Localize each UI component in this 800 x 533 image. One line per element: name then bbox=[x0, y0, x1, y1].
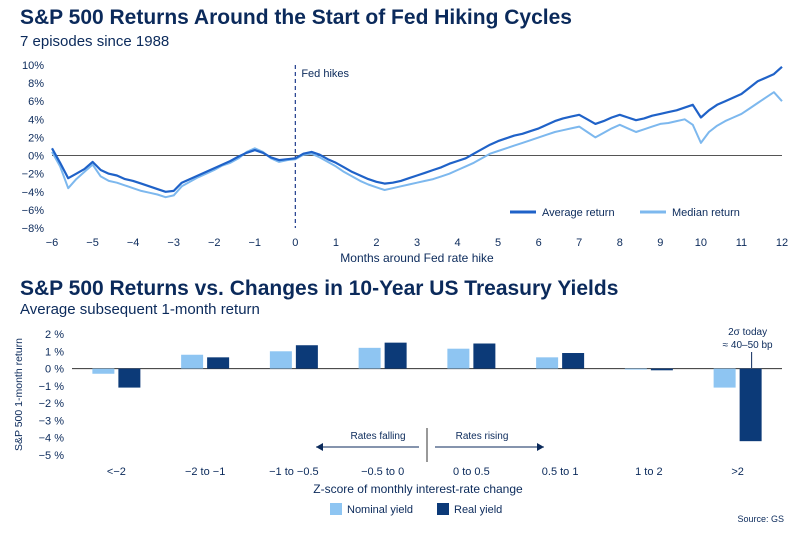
x-tick-label: −2 bbox=[208, 237, 221, 249]
x-tick-label: −1 to −0.5 bbox=[269, 466, 319, 478]
x-tick-label: −6 bbox=[46, 237, 59, 249]
y-tick-label: 2% bbox=[28, 132, 44, 144]
y-tick-label: 8% bbox=[28, 78, 44, 90]
bar-nominal bbox=[447, 348, 470, 369]
y-tick-label: −4% bbox=[22, 187, 45, 199]
series-median-line bbox=[51, 91, 783, 199]
legend: Nominal yield Real yield bbox=[330, 503, 502, 516]
x-tick-label: 11 bbox=[736, 237, 747, 249]
x-tick-label: 2 bbox=[373, 237, 379, 249]
bar-real bbox=[650, 368, 673, 371]
x-tick-label: 4 bbox=[454, 237, 460, 249]
x-tick-label: −4 bbox=[127, 237, 140, 249]
x-tick-label: 9 bbox=[657, 237, 663, 249]
y-tick-label: 2 % bbox=[45, 329, 64, 341]
x-tick-label: 1 bbox=[333, 237, 339, 249]
y-tick-label: −6% bbox=[22, 205, 45, 217]
bar-real bbox=[384, 342, 407, 369]
legend-label-average: Average return bbox=[542, 207, 615, 219]
x-tick-label: 0 bbox=[292, 237, 298, 249]
arrow-head-left bbox=[316, 443, 323, 451]
bar-real bbox=[118, 368, 141, 388]
bar-real bbox=[295, 345, 318, 369]
x-tick-label: 0.5 to 1 bbox=[542, 466, 579, 478]
x-tick-label: 1 to 2 bbox=[635, 466, 663, 478]
bar-nominal bbox=[624, 368, 647, 370]
x-tick-label: 0 to 0.5 bbox=[453, 466, 490, 478]
y-tick-label: −1 % bbox=[39, 381, 65, 393]
y-tick-label: 0 % bbox=[45, 364, 64, 376]
x-tick-label: 3 bbox=[414, 237, 420, 249]
y-tick-label: 6% bbox=[28, 96, 44, 108]
x-tick-label: −2 to −1 bbox=[185, 466, 225, 478]
y-tick-label: 0% bbox=[28, 151, 44, 163]
x-tick-label: <−2 bbox=[107, 466, 126, 478]
y-tick-label: −4 % bbox=[39, 433, 65, 445]
arrow-head-right bbox=[537, 443, 544, 451]
series-average-line bbox=[51, 65, 783, 193]
x-tick-label: −0.5 to 0 bbox=[361, 466, 404, 478]
callout-line-1: 2σ today bbox=[728, 327, 767, 338]
bar-nominal bbox=[536, 357, 559, 369]
x-axis-ticks: <−2 −2 to −1 −1 to −0.5 −0.5 to 0 0 to 0.5 0.… bbox=[107, 466, 744, 478]
x-axis-label: Months around Fed rate hike bbox=[340, 251, 494, 265]
bar-real bbox=[562, 353, 585, 369]
legend-swatch-real bbox=[437, 503, 449, 515]
legend-label-nominal: Nominal yield bbox=[347, 504, 413, 516]
rates-arrows bbox=[316, 443, 544, 451]
bar-real bbox=[739, 368, 762, 442]
x-tick-label: −5 bbox=[86, 237, 99, 249]
x-tick-label: 12 bbox=[776, 237, 788, 249]
x-tick-label: −1 bbox=[249, 237, 262, 249]
bar-nominal bbox=[92, 368, 115, 374]
bar-nominal bbox=[181, 354, 204, 369]
y-tick-label: −5 % bbox=[39, 450, 65, 462]
x-axis-label: Z-score of monthly interest-rate change bbox=[313, 482, 523, 496]
fed-hike-label: Fed hikes bbox=[301, 68, 349, 80]
chart2-title: S&P 500 Returns vs. Changes in 10-Year U… bbox=[20, 277, 619, 300]
legend-label-real: Real yield bbox=[454, 504, 502, 516]
legend: Average return Median return bbox=[510, 207, 740, 219]
legend-label-median: Median return bbox=[672, 207, 740, 219]
callout-line-2: ≈ 40–50 bp bbox=[723, 340, 773, 351]
series-group bbox=[51, 65, 783, 199]
bar-real bbox=[207, 357, 230, 369]
y-axis-ticks: 10% 8% 6% 4% 2% 0% −2% −4% −6% −8% bbox=[22, 60, 45, 235]
line-chart: 10% 8% 6% 4% 2% 0% −2% −4% −6% −8% −6 −5 −4 −3 −2 −1 0 1… bbox=[22, 60, 788, 265]
chart1-subtitle: 7 episodes since 1988 bbox=[20, 33, 170, 50]
y-axis-ticks: 2 % 1 % 0 % −1 % −2 % −3 % −4 % −5 % bbox=[39, 329, 65, 462]
x-axis-ticks: −6 −5 −4 −3 −2 −1 0 1 2 3 4 5 6 7 8 9 10 11 12 bbox=[46, 237, 788, 249]
x-tick-label: 10 bbox=[695, 237, 707, 249]
source-note: Source: GS bbox=[737, 514, 784, 524]
y-tick-label: 10% bbox=[22, 60, 44, 72]
bar-nominal bbox=[713, 368, 736, 388]
y-axis-label: S&P 500 1-month return bbox=[13, 338, 25, 451]
y-tick-label: −8% bbox=[22, 223, 45, 235]
y-tick-label: 1 % bbox=[45, 346, 64, 358]
y-tick-label: −3 % bbox=[39, 415, 65, 427]
rates-falling-label: Rates falling bbox=[350, 431, 405, 442]
bars-group bbox=[92, 342, 762, 442]
x-tick-label: 8 bbox=[617, 237, 623, 249]
chart1-title: S&P 500 Returns Around the Start of Fed … bbox=[20, 6, 572, 29]
chart2-subtitle: Average subsequent 1-month return bbox=[20, 301, 260, 318]
rates-rising-label: Rates rising bbox=[456, 431, 509, 442]
bar-nominal bbox=[358, 347, 381, 369]
bar-nominal bbox=[269, 351, 292, 369]
bar-real bbox=[473, 343, 496, 369]
y-tick-label: −2 % bbox=[39, 398, 65, 410]
y-tick-label: −2% bbox=[22, 169, 45, 181]
x-tick-label: 7 bbox=[576, 237, 582, 249]
x-tick-label: 6 bbox=[536, 237, 542, 249]
legend-swatch-nominal bbox=[330, 503, 342, 515]
x-tick-label: −3 bbox=[167, 237, 180, 249]
y-tick-label: 4% bbox=[28, 114, 44, 126]
x-tick-label: >2 bbox=[731, 466, 744, 478]
x-tick-label: 5 bbox=[495, 237, 501, 249]
